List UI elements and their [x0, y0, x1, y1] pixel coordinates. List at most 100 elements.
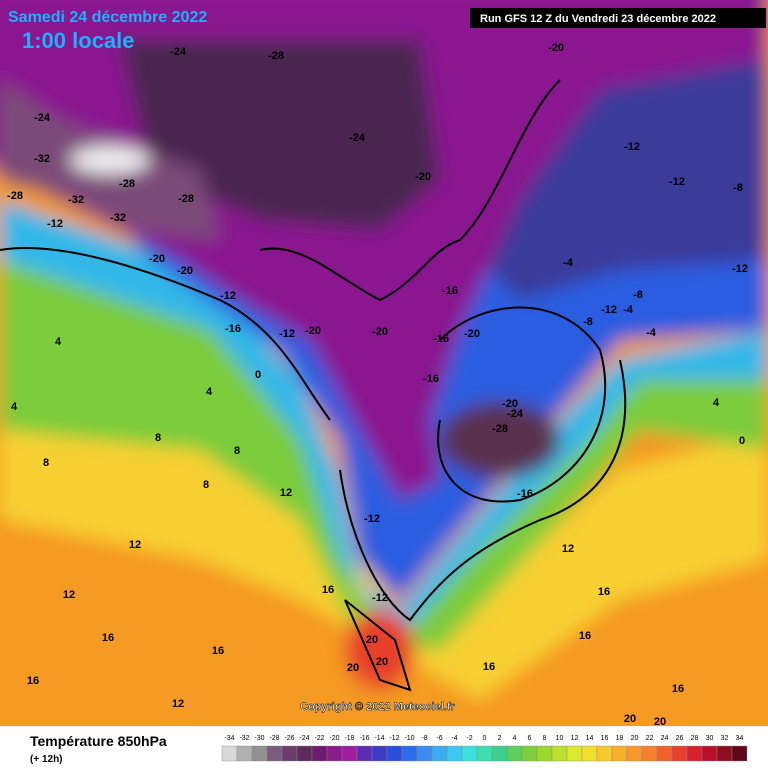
colorbar-label: 34 — [736, 735, 744, 742]
colorbar-cell — [326, 745, 343, 762]
colorbar-label: 2 — [498, 735, 502, 742]
contour-label: -20 — [177, 265, 193, 277]
colorbar-cell — [686, 745, 703, 762]
contour-label: 20 — [376, 656, 388, 668]
colorbar-label: -16 — [359, 735, 369, 742]
colorbar-cell — [536, 745, 553, 762]
time-label: 1:00 locale — [22, 28, 135, 53]
colorbar-cell — [401, 745, 418, 762]
colorbar-label: -14 — [374, 735, 384, 742]
colorbar-cell — [626, 745, 643, 762]
colorbar-cell — [566, 745, 583, 762]
contour-label: 0 — [255, 369, 261, 381]
colorbar-label: -32 — [239, 735, 249, 742]
contour-label: -16 — [442, 285, 458, 297]
colorbar-label: 16 — [601, 735, 609, 742]
contour-label: -4 — [623, 304, 634, 316]
contour-label: 4 — [11, 401, 18, 413]
colorbar-cell — [521, 745, 538, 762]
contour-label: -12 — [364, 513, 380, 525]
contour-label: -28 — [7, 190, 23, 202]
colorbar-cell — [461, 745, 478, 762]
contour-label: -8 — [583, 316, 593, 328]
colorbar-cell — [476, 745, 493, 762]
colorbar-cell — [701, 745, 718, 762]
contour-label: -12 — [732, 263, 748, 275]
colorbar-label: 18 — [616, 735, 624, 742]
colorbar-cell — [236, 745, 253, 762]
contour-label: 20 — [654, 716, 666, 728]
contour-lines — [0, 79, 627, 692]
contour-label: 16 — [212, 645, 224, 657]
contour-label: -12 — [601, 304, 617, 316]
contour-label: -28 — [268, 50, 284, 62]
colorbar-label: 6 — [528, 735, 532, 742]
colorbar-cell — [221, 745, 238, 762]
colorbar-cell — [251, 745, 268, 762]
colorbar-label: -18 — [344, 735, 354, 742]
contour-label: 8 — [203, 479, 209, 491]
colorbar-label: -30 — [254, 735, 264, 742]
colorbar-label: -4 — [451, 735, 457, 742]
colorbar-label: -6 — [436, 735, 442, 742]
contour-label: -32 — [110, 212, 126, 224]
colorbar-cell — [716, 745, 733, 762]
contour-label: -24 — [507, 408, 524, 420]
legend-step: (+ 12h) — [30, 754, 63, 765]
colorbar-label: -10 — [404, 735, 414, 742]
colorbar-label: 32 — [721, 735, 729, 742]
contour-label: -4 — [563, 257, 574, 269]
colorbar-label: 26 — [676, 735, 684, 742]
contour-label: 12 — [129, 539, 141, 551]
contour-label: -24 — [34, 112, 51, 124]
contour-label: -20 — [305, 325, 321, 337]
contour-label: -24 — [170, 46, 187, 58]
colorbar-label: -26 — [284, 735, 294, 742]
colorbar-cell — [296, 745, 313, 762]
colorbar-label: 22 — [646, 735, 654, 742]
contour-label: -16 — [517, 488, 533, 500]
contour-label: 16 — [102, 632, 114, 644]
colorbar-cell — [281, 745, 298, 762]
colorbar-label: 20 — [631, 735, 639, 742]
contour-label-layer: -24-24 -28-24-20-20-32-28-28 -32-32-28-12-… — [7, 42, 748, 728]
contour-label: -24 — [349, 132, 366, 144]
contour-label: 12 — [280, 487, 292, 499]
contour-label: -12 — [669, 176, 685, 188]
contour-label: 4 — [55, 336, 62, 348]
colorbar-cell — [731, 745, 748, 762]
contour-label: 16 — [27, 675, 39, 687]
contour-label: 16 — [483, 661, 495, 673]
colorbar-cell — [581, 745, 598, 762]
colorbar-label: -20 — [329, 735, 339, 742]
contour-label: -20 — [464, 328, 480, 340]
contour-label: -16 — [433, 333, 449, 345]
colorbar-cell — [431, 745, 448, 762]
contour-label: 0 — [739, 435, 745, 447]
contour-label: 12 — [172, 698, 184, 710]
contour-label: 4 — [206, 386, 213, 398]
colorbar-cell — [641, 745, 658, 762]
contour-label: -28 — [119, 178, 135, 190]
contour-label: -8 — [733, 182, 743, 194]
colorbar-label: 8 — [543, 735, 547, 742]
colorbar-label: -34 — [224, 735, 234, 742]
colorbar-cell — [266, 745, 283, 762]
temperature-field — [0, 0, 768, 746]
contour-label: 8 — [43, 457, 49, 469]
contour-label: 8 — [234, 445, 240, 457]
colorbar-cell — [341, 745, 358, 762]
colorbar-cell — [551, 745, 568, 762]
run-label: Run GFS 12 Z du Vendredi 23 décembre 202… — [480, 13, 716, 25]
colorbar-label: 14 — [586, 735, 594, 742]
colorbar: -34 -32 -30 -28 -26 -24 -22 -20 -18 -16 -14 -12 -10-… — [221, 735, 748, 762]
contour-label: 12 — [562, 543, 574, 555]
colorbar-label: 24 — [661, 735, 669, 742]
colorbar-cell — [446, 745, 463, 762]
contour-label: -12 — [279, 328, 295, 340]
colorbar-cell — [386, 745, 403, 762]
contour-label: 12 — [63, 589, 75, 601]
contour-label: 20 — [347, 662, 359, 674]
contour-label: 16 — [672, 683, 684, 695]
